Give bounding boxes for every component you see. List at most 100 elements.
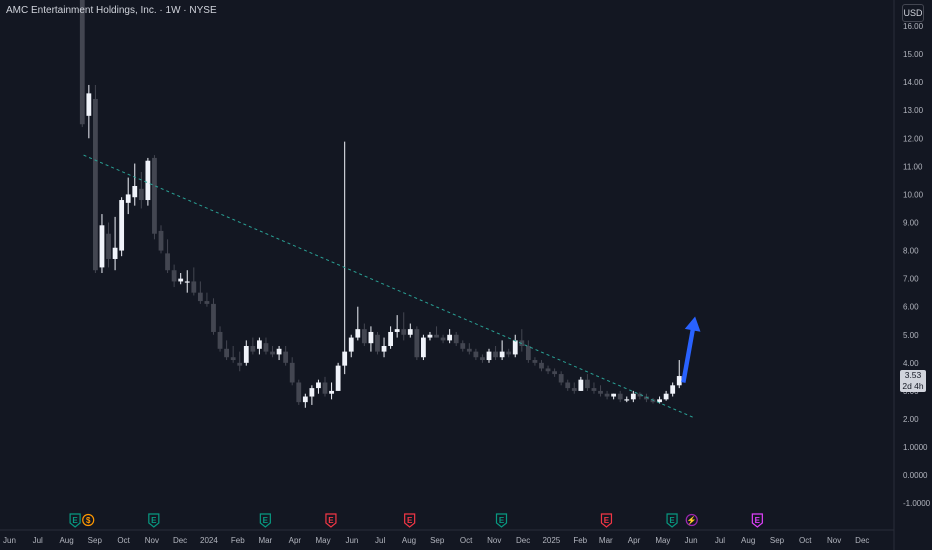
candle: [276, 345, 282, 361]
trend-line: [83, 154, 694, 419]
time-tick-label: Feb: [231, 536, 245, 545]
candle: [539, 360, 544, 372]
candle: [486, 348, 492, 363]
event-marker-label: E: [604, 516, 610, 525]
event-marker: E: [69, 513, 81, 528]
candle: [289, 357, 295, 386]
candle-body: [525, 345, 531, 361]
time-tick-label: Mar: [599, 536, 613, 545]
candle: [263, 337, 269, 355]
candle-body: [152, 157, 157, 234]
candle-body: [309, 388, 315, 397]
candle: [650, 397, 656, 404]
candle-body: [158, 230, 164, 251]
time-tick-label: Jun: [3, 536, 16, 545]
event-marker-badge: [325, 513, 337, 528]
candle: [480, 354, 485, 363]
candle-body: [585, 379, 590, 389]
candle-body: [296, 382, 302, 403]
candle: [217, 326, 223, 352]
event-marker: E: [148, 513, 160, 528]
time-tick-label: Aug: [741, 536, 755, 545]
event-marker-label: E: [72, 516, 78, 525]
time-tick-label: Dec: [855, 536, 869, 545]
event-marker: E: [325, 513, 337, 528]
candle-body: [611, 393, 617, 397]
price-tick-label: -1.0000: [903, 499, 931, 508]
candle: [375, 331, 380, 355]
price-tick-label: 9.00: [903, 218, 919, 227]
candle: [434, 326, 439, 338]
currency-button[interactable]: USD: [902, 4, 924, 22]
candle-body: [230, 357, 236, 361]
candle: [611, 393, 617, 400]
candle: [79, 0, 85, 128]
candle-body: [204, 301, 210, 304]
price-tick-label: 12.00: [903, 134, 924, 143]
time-tick-label: May: [316, 536, 331, 545]
candle-body: [657, 399, 662, 403]
candle-body: [512, 340, 518, 355]
candle-body: [480, 357, 485, 361]
price-tick-label: 2.00: [903, 415, 919, 424]
time-tick-label: Aug: [402, 536, 416, 545]
candle: [335, 362, 341, 391]
event-marker-label: E: [669, 516, 675, 525]
candle-body: [184, 281, 190, 283]
candle-body: [165, 253, 170, 271]
event-marker-label: E: [263, 516, 269, 525]
candle-body: [591, 388, 597, 391]
candle: [204, 292, 210, 307]
candle: [224, 340, 230, 361]
candle-body: [243, 345, 249, 363]
event-marker-label: E: [407, 516, 413, 525]
candle-body: [106, 233, 111, 259]
candle-body: [670, 385, 676, 394]
price-tick-label: 11.00: [903, 162, 923, 171]
time-tick-label: Jul: [33, 536, 43, 545]
candle: [460, 340, 466, 352]
candle: [407, 323, 413, 338]
event-marker-label: E: [328, 516, 334, 525]
candle: [237, 351, 243, 372]
candle-body: [263, 343, 269, 352]
candle: [158, 225, 164, 254]
price-tick-label: 1.0000: [903, 443, 928, 452]
candle: [197, 281, 203, 304]
candle-body: [637, 393, 643, 397]
candle-body: [624, 399, 630, 401]
candle: [381, 337, 387, 358]
candle-body: [191, 281, 197, 293]
candle: [211, 298, 216, 335]
candle-body: [486, 351, 492, 361]
candle-body: [381, 345, 387, 352]
last-price-label: 3.53 2d 4h: [900, 370, 926, 392]
candle: [388, 326, 394, 349]
event-marker-label: E: [151, 516, 157, 525]
time-tick-label: Mar: [258, 536, 272, 545]
candle-body: [663, 393, 669, 400]
candle: [93, 84, 98, 274]
candle: [329, 382, 334, 400]
candle-body: [460, 343, 466, 349]
symbol-title[interactable]: AMC Entertainment Holdings, Inc. · 1W · …: [6, 5, 217, 16]
candle-body: [257, 340, 262, 349]
candle-body: [598, 390, 603, 394]
candle-body: [316, 382, 321, 389]
candle: [309, 385, 315, 405]
time-tick-label: May: [655, 536, 670, 545]
time-axis[interactable]: Jun Jul Aug Sep Oct Nov Dec 2024 Feb Mar Apr May Jun…: [0, 529, 894, 545]
candle: [440, 334, 446, 344]
candle-body: [539, 362, 544, 369]
price-tick-label: 8.00: [903, 247, 919, 256]
candle-body: [565, 382, 571, 389]
time-tick-label: Oct: [799, 536, 812, 545]
candle: [644, 393, 649, 403]
candle: [552, 368, 558, 377]
candle-body: [558, 374, 564, 383]
candle-body: [473, 351, 479, 358]
price-axis[interactable]: 16.00 15.00 14.00 13.00 12.00 11.00 10.00 9.00 8…: [893, 0, 931, 550]
price-tick-label: 6.00: [903, 303, 919, 312]
time-tick-label: Jun: [685, 536, 698, 545]
